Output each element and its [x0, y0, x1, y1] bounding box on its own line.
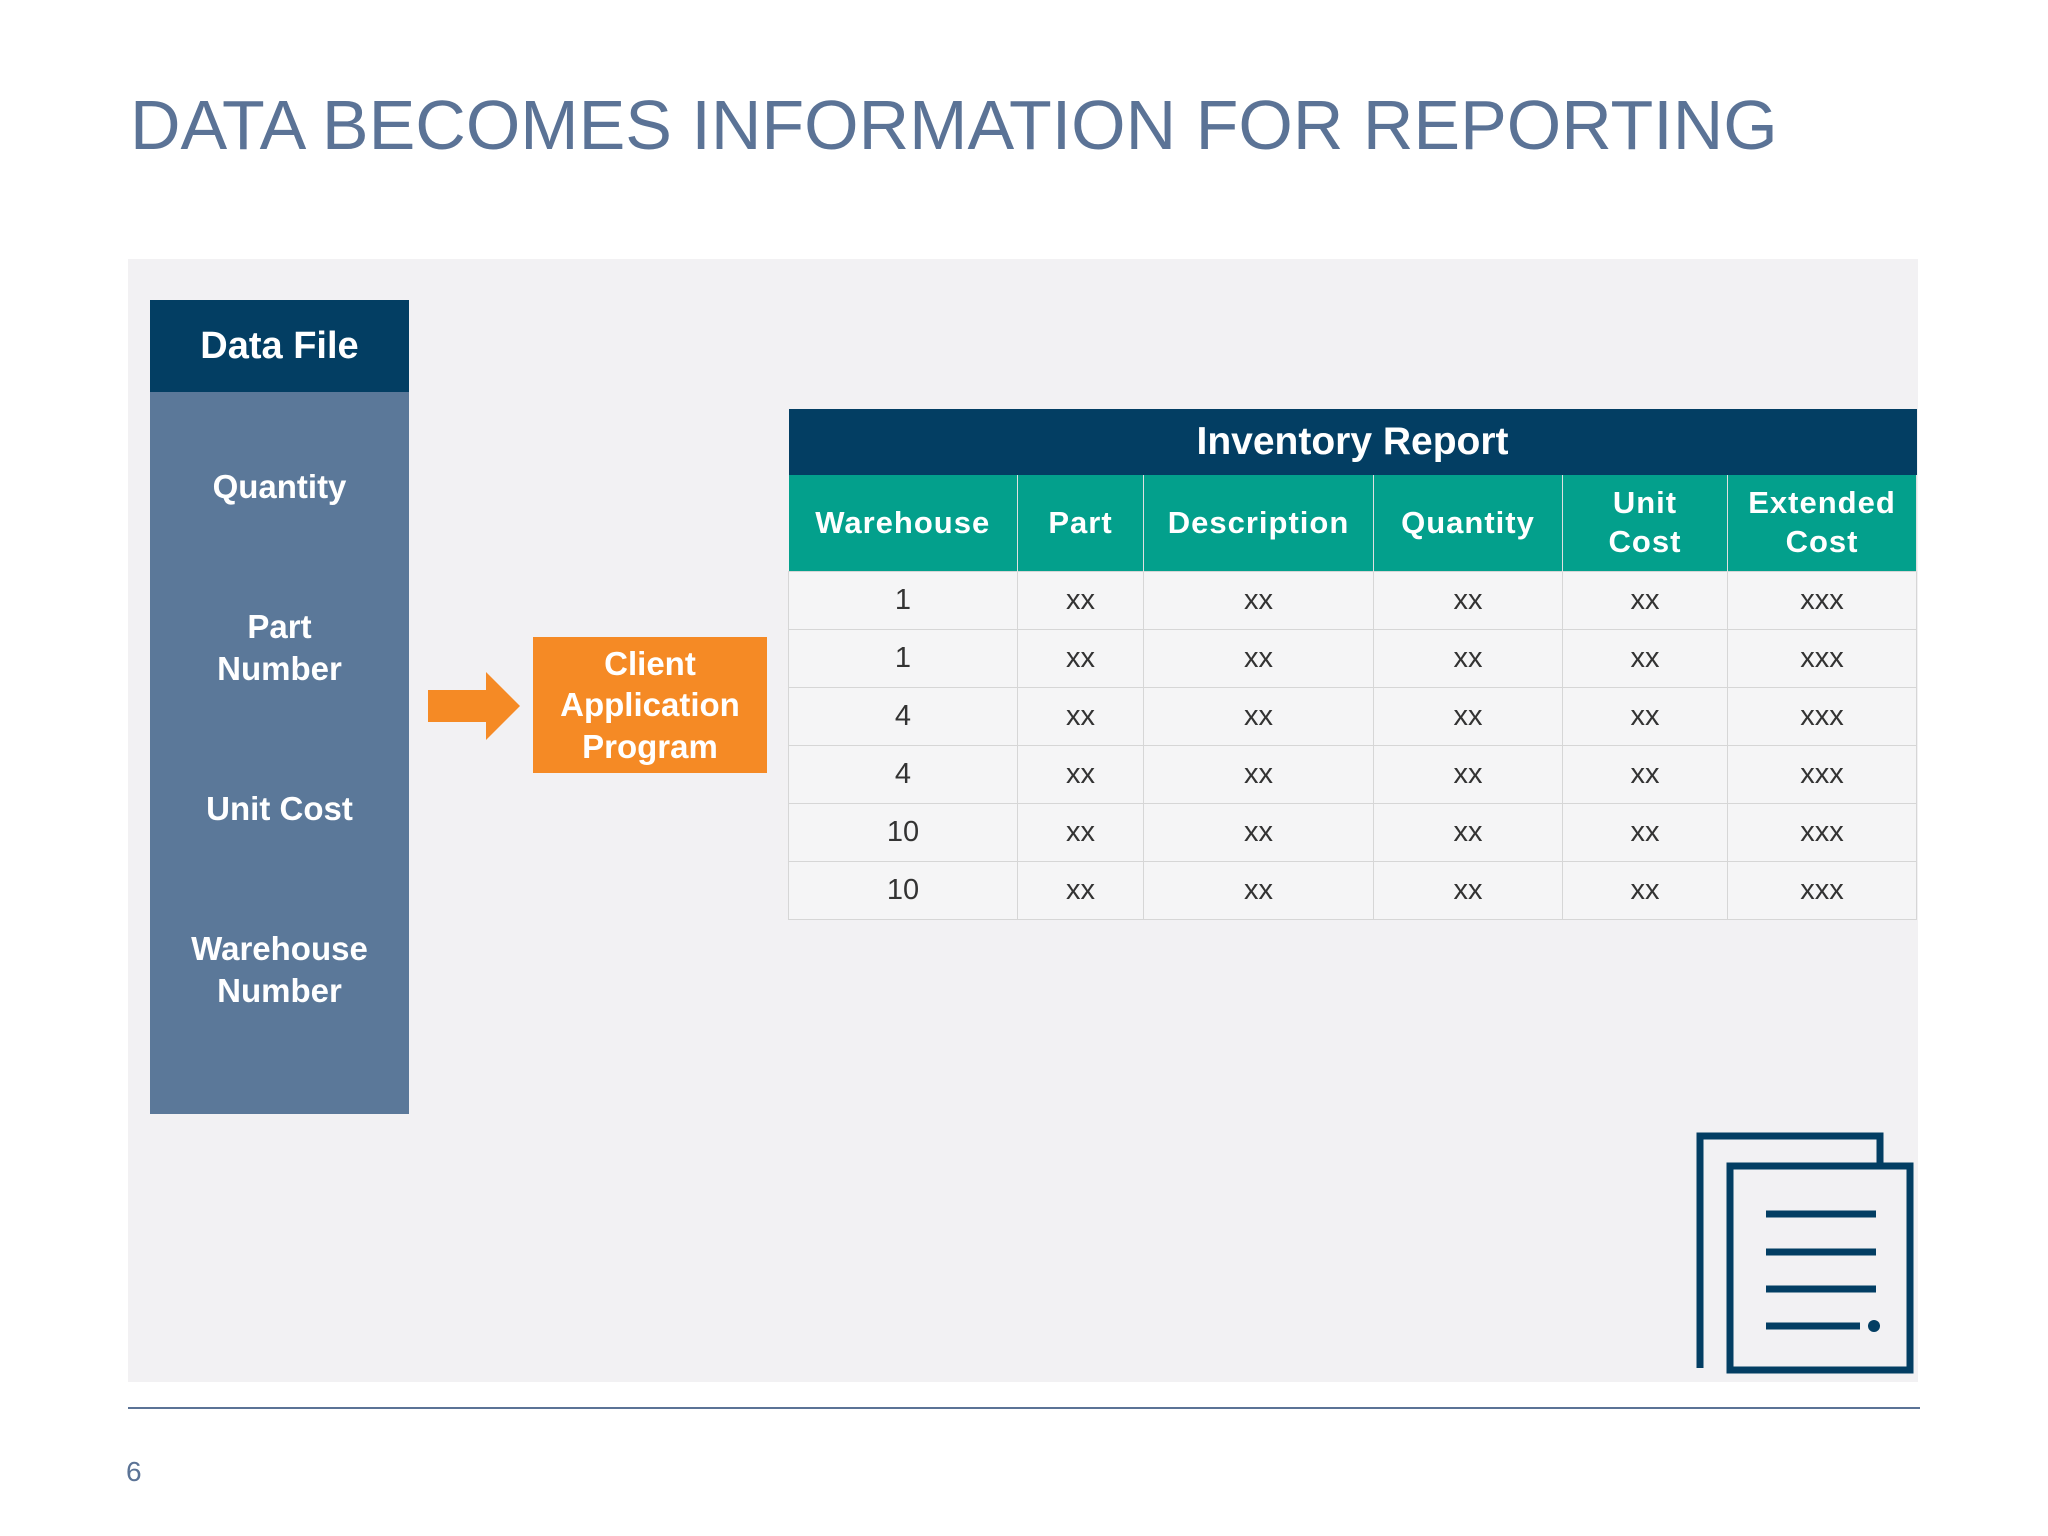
column-header: Unit Cost — [1562, 475, 1728, 572]
table-cell: xxx — [1726, 745, 1918, 804]
page-number: 6 — [126, 1456, 142, 1487]
table-row: 4 xx xx xx xx xxx — [788, 687, 1918, 746]
table-row: 10 xx xx xx xx xxx — [788, 861, 1918, 920]
table-row: 1 xx xx xx xx xxx — [788, 571, 1918, 630]
table-cell: xx — [1143, 745, 1374, 804]
table-title: Inventory Report — [788, 409, 1917, 475]
table-cell: xx — [1143, 861, 1374, 920]
data-field: Warehouse Number — [191, 930, 368, 1009]
arrow-shape — [428, 672, 520, 740]
table-row: 1 xx xx xx xx xxx — [788, 629, 1918, 688]
column-header: Quantity — [1373, 475, 1563, 572]
table-cell: xx — [1562, 803, 1728, 862]
table-cell: xx — [1373, 571, 1563, 630]
table-cell: xxx — [1726, 571, 1918, 630]
table-cell: xx — [1373, 803, 1563, 862]
table-cell: xx — [1373, 687, 1563, 746]
table-cell: xx — [1017, 687, 1144, 746]
table-cell: 1 — [788, 629, 1018, 688]
arrow — [428, 672, 520, 740]
table-cell: xx — [1562, 571, 1728, 630]
table-cell: xx — [1143, 571, 1374, 630]
table-cell: xx — [1017, 861, 1144, 920]
table-cell: xx — [1143, 687, 1374, 746]
footer-rule — [128, 1407, 1920, 1409]
table-cell: xxx — [1726, 629, 1918, 688]
table-cell: 10 — [788, 803, 1018, 862]
data-field: Unit Cost — [206, 789, 353, 827]
data-file-header: Data File — [150, 300, 409, 392]
document-icon — [1696, 1132, 1914, 1374]
table-cell: xx — [1373, 745, 1563, 804]
table-cell: xx — [1562, 745, 1728, 804]
table-row: 4 xx xx xx xx xxx — [788, 745, 1918, 804]
table-cell: 1 — [788, 571, 1018, 630]
table-cell: 4 — [788, 687, 1018, 746]
table-cell: xx — [1562, 629, 1728, 688]
slide-title: DATA BECOMES INFORMATION FOR REPORTING — [130, 86, 1778, 164]
column-header: Warehouse — [788, 475, 1018, 572]
table-cell: xx — [1017, 571, 1144, 630]
column-header: Part — [1017, 475, 1144, 572]
inventory-table: Inventory Report Warehouse Part Descriptio… — [788, 409, 1918, 920]
table-cell: xxx — [1726, 687, 1918, 746]
data-field: Part Number — [217, 608, 342, 687]
table-row: 10 xx xx xx xx xxx — [788, 803, 1918, 862]
table-cell: xx — [1017, 629, 1144, 688]
table-cell: xx — [1017, 745, 1144, 804]
table-cell: xx — [1017, 803, 1144, 862]
column-header: Extended Cost — [1727, 475, 1918, 572]
table-cell: xx — [1373, 629, 1563, 688]
data-field: Quantity — [212, 467, 347, 505]
program-box: Client Application Program — [533, 637, 767, 773]
table-cell: 4 — [788, 745, 1018, 804]
table-cell: xx — [1373, 861, 1563, 920]
data-file-body: Quantity Part Number Unit Cost Warehouse Nu… — [150, 392, 409, 1114]
table-cell: xx — [1143, 803, 1374, 862]
table-cell: 10 — [788, 861, 1018, 920]
table-cell: xx — [1562, 861, 1728, 920]
table-cell: xx — [1143, 629, 1374, 688]
column-header: Description — [1143, 475, 1374, 572]
table-cell: xx — [1562, 687, 1728, 746]
table-cell: xxx — [1726, 861, 1918, 920]
table-cell: xxx — [1726, 803, 1918, 862]
